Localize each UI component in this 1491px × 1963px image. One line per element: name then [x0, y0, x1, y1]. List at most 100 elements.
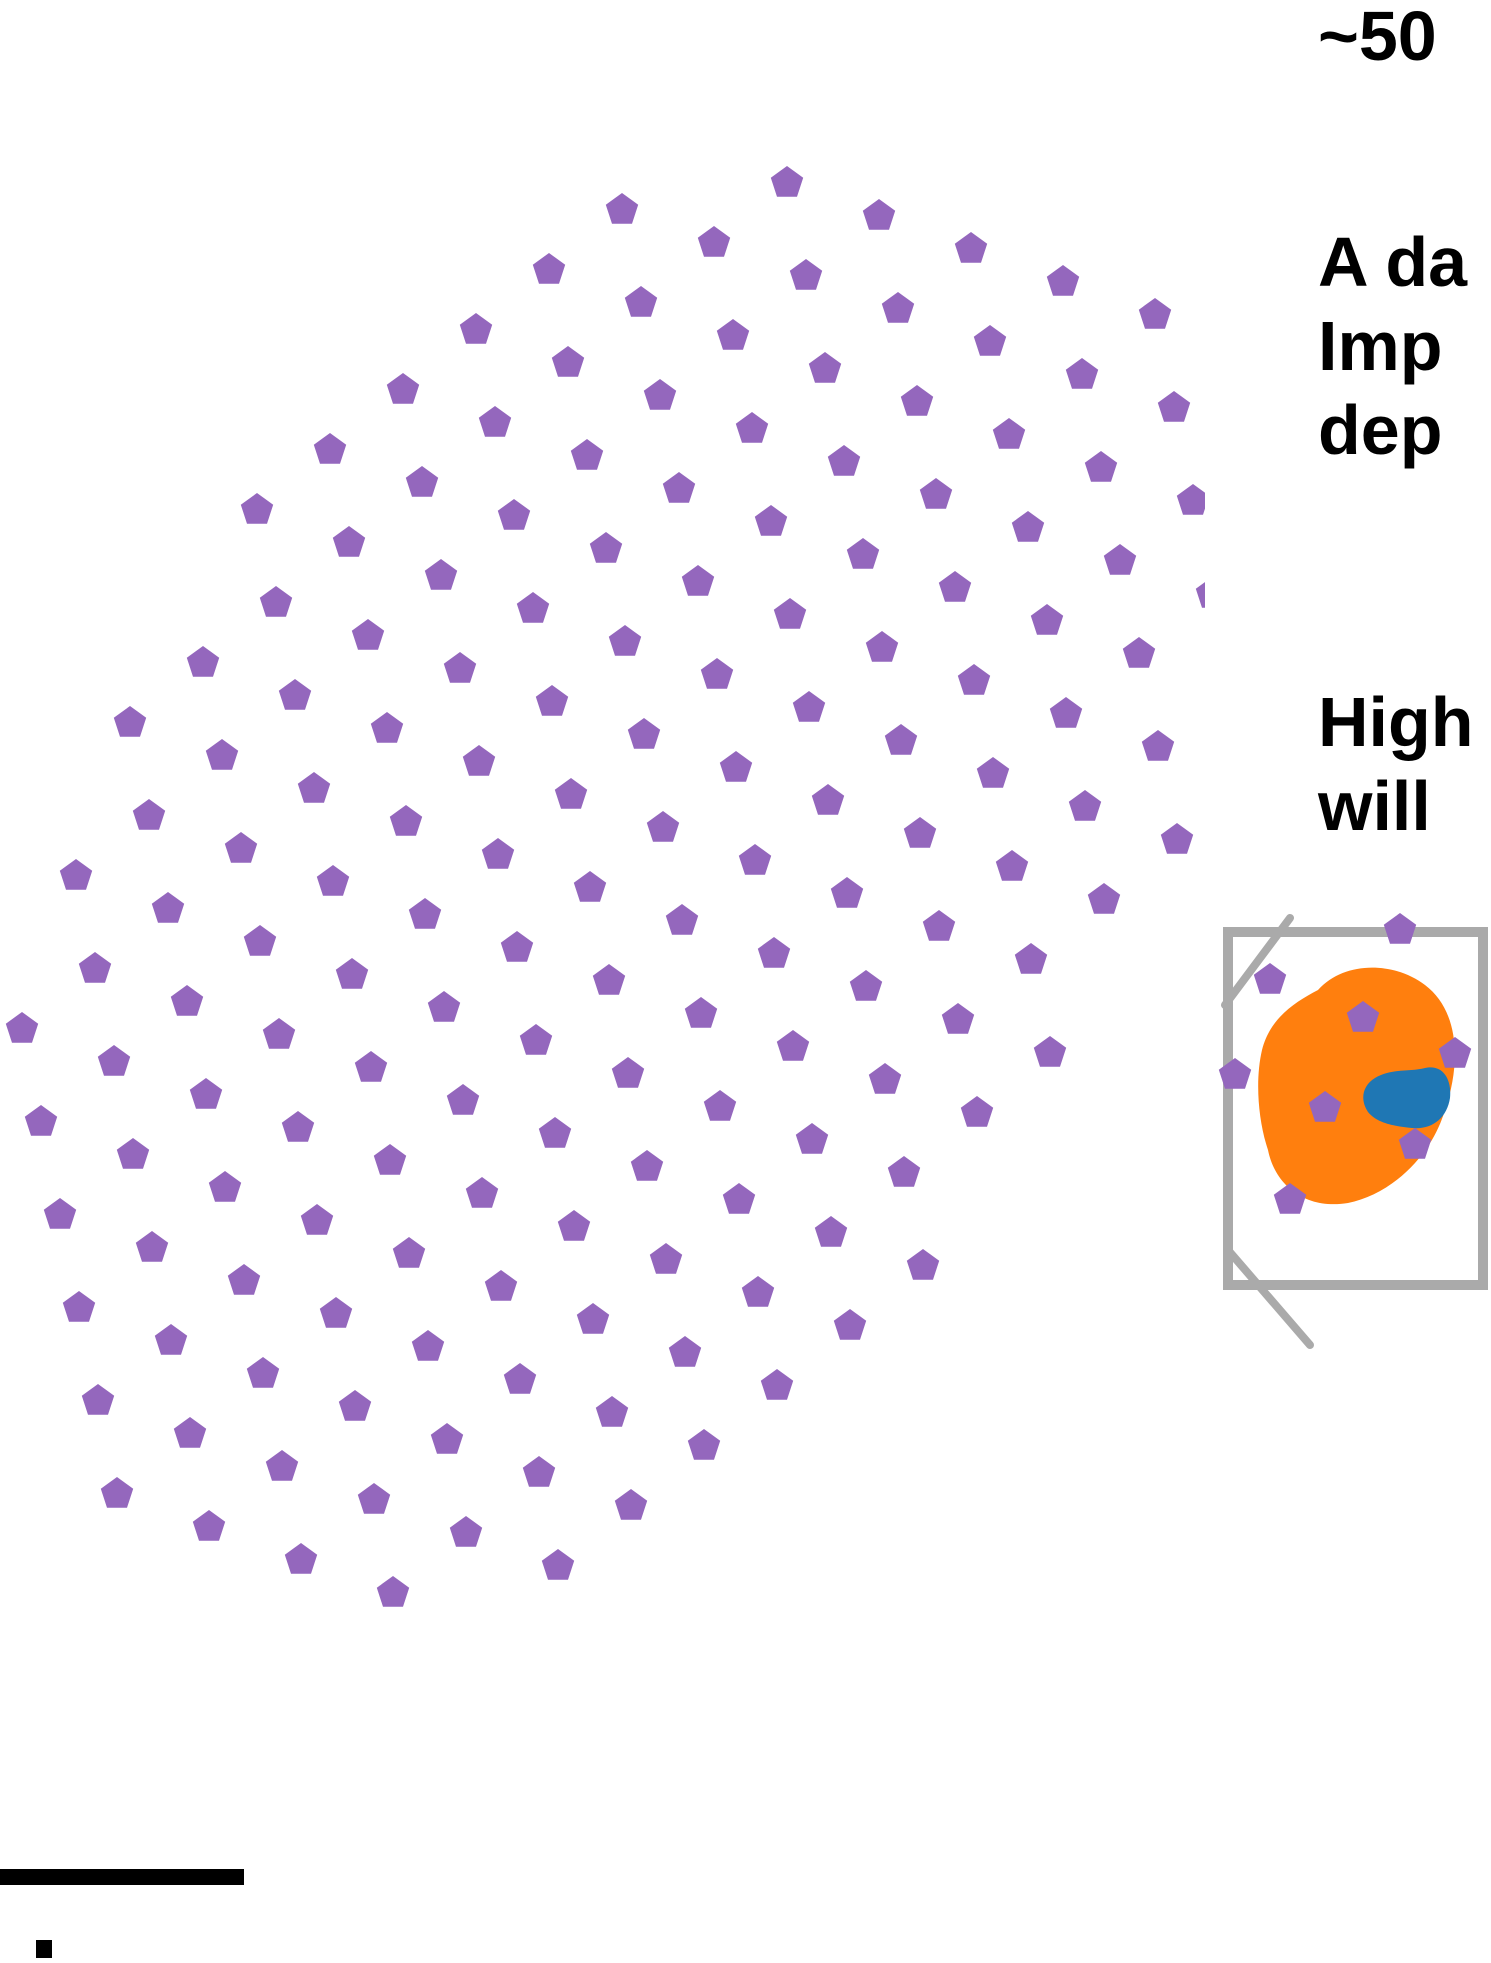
- spot: [97, 1045, 131, 1076]
- spot: [573, 871, 607, 902]
- spot: [884, 724, 918, 755]
- spot: [227, 1264, 261, 1295]
- spot: [259, 586, 293, 617]
- spot: [849, 970, 883, 1001]
- spot: [719, 751, 753, 782]
- spot: [243, 925, 277, 956]
- zoom-inset: [1205, 913, 1491, 1365]
- spot: [284, 1543, 318, 1574]
- spot: [976, 757, 1010, 788]
- spot: [541, 1549, 575, 1580]
- spot: [484, 1270, 518, 1301]
- spot: [973, 325, 1007, 356]
- paragraph-2: High will: [1318, 680, 1474, 848]
- spot: [189, 1078, 223, 1109]
- spot: [459, 313, 493, 344]
- spot: [500, 931, 534, 962]
- spot: [1033, 1036, 1067, 1067]
- spot: [1087, 883, 1121, 914]
- spot: [741, 1276, 775, 1307]
- spot: [643, 379, 677, 410]
- spot: [192, 1510, 226, 1541]
- spot: [1014, 943, 1048, 974]
- spot: [811, 784, 845, 815]
- spot: [903, 817, 937, 848]
- spot: [497, 499, 531, 530]
- spot: [589, 532, 623, 563]
- spot: [462, 745, 496, 776]
- spot: [595, 1396, 629, 1427]
- text-column-mask: [1205, 0, 1491, 930]
- spot: [132, 799, 166, 830]
- spot: [1346, 1001, 1380, 1032]
- spot: [1398, 1128, 1432, 1159]
- spot: [1273, 1183, 1307, 1214]
- spot: [522, 1456, 556, 1487]
- spot: [59, 859, 93, 890]
- spot: [532, 253, 566, 284]
- spot: [224, 832, 258, 863]
- spot: [240, 493, 274, 524]
- spot: [370, 712, 404, 743]
- spot: [478, 406, 512, 437]
- spot: [611, 1057, 645, 1088]
- spot: [481, 838, 515, 869]
- spot: [957, 664, 991, 695]
- zoom-box: [1223, 927, 1488, 1290]
- spot: [430, 1423, 464, 1454]
- spot: [24, 1105, 58, 1136]
- spot: [154, 1324, 188, 1355]
- paragraph-2-line-1: High: [1318, 683, 1474, 761]
- spot: [354, 1051, 388, 1082]
- spot: [443, 652, 477, 683]
- spot-grid: [5, 166, 1229, 1607]
- spot: [846, 538, 880, 569]
- spot: [43, 1198, 77, 1229]
- spot: [319, 1297, 353, 1328]
- spot: [754, 505, 788, 536]
- heading-text: ~50: [1318, 0, 1437, 75]
- spot: [62, 1291, 96, 1322]
- spot: [386, 373, 420, 404]
- spot: [941, 1003, 975, 1034]
- spot: [338, 1390, 372, 1421]
- spot: [608, 625, 642, 656]
- spot: [278, 679, 312, 710]
- spot: [827, 445, 861, 476]
- spot: [700, 658, 734, 689]
- spot: [954, 232, 988, 263]
- spot: [833, 1309, 867, 1340]
- spot: [808, 352, 842, 383]
- spot: [449, 1516, 483, 1547]
- spot: [5, 1012, 39, 1043]
- spot: [551, 346, 585, 377]
- paragraph-1: A da Imp dep: [1318, 220, 1467, 472]
- spot: [405, 466, 439, 497]
- spot: [1157, 391, 1191, 422]
- spot: [919, 478, 953, 509]
- spot: [605, 193, 639, 224]
- paragraph-1-line-3: dep: [1318, 391, 1443, 469]
- spot: [297, 772, 331, 803]
- spot: [881, 292, 915, 323]
- spot: [684, 997, 718, 1028]
- spot: [554, 778, 588, 809]
- spot: [687, 1429, 721, 1460]
- spot: [300, 1204, 334, 1235]
- spot: [992, 418, 1026, 449]
- spot: [116, 1138, 150, 1169]
- spot: [424, 559, 458, 590]
- spot: [938, 571, 972, 602]
- spot: [614, 1489, 648, 1520]
- spot: [900, 385, 934, 416]
- cell-nucleus: [1363, 1067, 1451, 1129]
- spot: [738, 844, 772, 875]
- spot: [862, 199, 896, 230]
- spot: [627, 718, 661, 749]
- spot: [576, 1303, 610, 1334]
- spot: [557, 1210, 591, 1241]
- spot: [1011, 511, 1045, 542]
- spot: [906, 1249, 940, 1280]
- spot: [411, 1330, 445, 1361]
- spot: [868, 1063, 902, 1094]
